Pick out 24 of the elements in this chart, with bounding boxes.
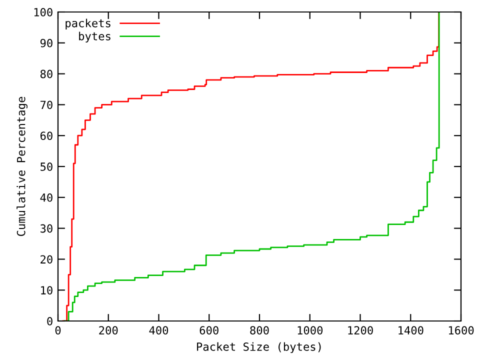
- x-tick-label: 200: [99, 326, 118, 335]
- x-tick-label: 1400: [398, 326, 424, 335]
- y-tick-label: 0: [47, 317, 52, 326]
- y-tick-label: 100: [34, 8, 52, 16]
- y-tick-label: 10: [41, 286, 52, 295]
- y-tick-label: 30: [40, 224, 52, 233]
- y-tick-label: 20: [40, 255, 52, 264]
- y-tick-label: 70: [40, 100, 52, 110]
- legend-label: bytes: [79, 32, 110, 43]
- y-tick-label: 60: [40, 132, 52, 140]
- x-tick-label: 1200: [348, 326, 373, 335]
- y-tick-label: 50: [40, 162, 52, 171]
- legend-label: packets: [66, 18, 110, 30]
- x-tick-label: 1000: [298, 326, 323, 335]
- y-axis-title: Cumulative Percentage: [16, 96, 28, 236]
- x-tick-label: 400: [149, 326, 168, 335]
- y-tick-label: 80: [40, 70, 52, 78]
- x-tick-label: 600: [200, 326, 218, 335]
- x-tick-label: 0: [55, 326, 61, 335]
- y-tick-label: 40: [40, 193, 52, 202]
- x-tick-label: 1600: [448, 326, 474, 335]
- x-axis-title: Packet Size (bytes): [197, 342, 321, 354]
- y-tick-label: 90: [40, 38, 52, 48]
- x-tick-label: 800: [250, 326, 269, 335]
